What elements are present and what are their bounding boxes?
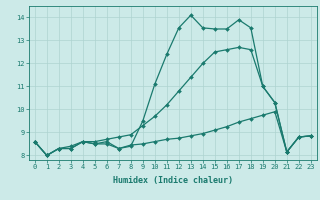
X-axis label: Humidex (Indice chaleur): Humidex (Indice chaleur) <box>113 176 233 185</box>
